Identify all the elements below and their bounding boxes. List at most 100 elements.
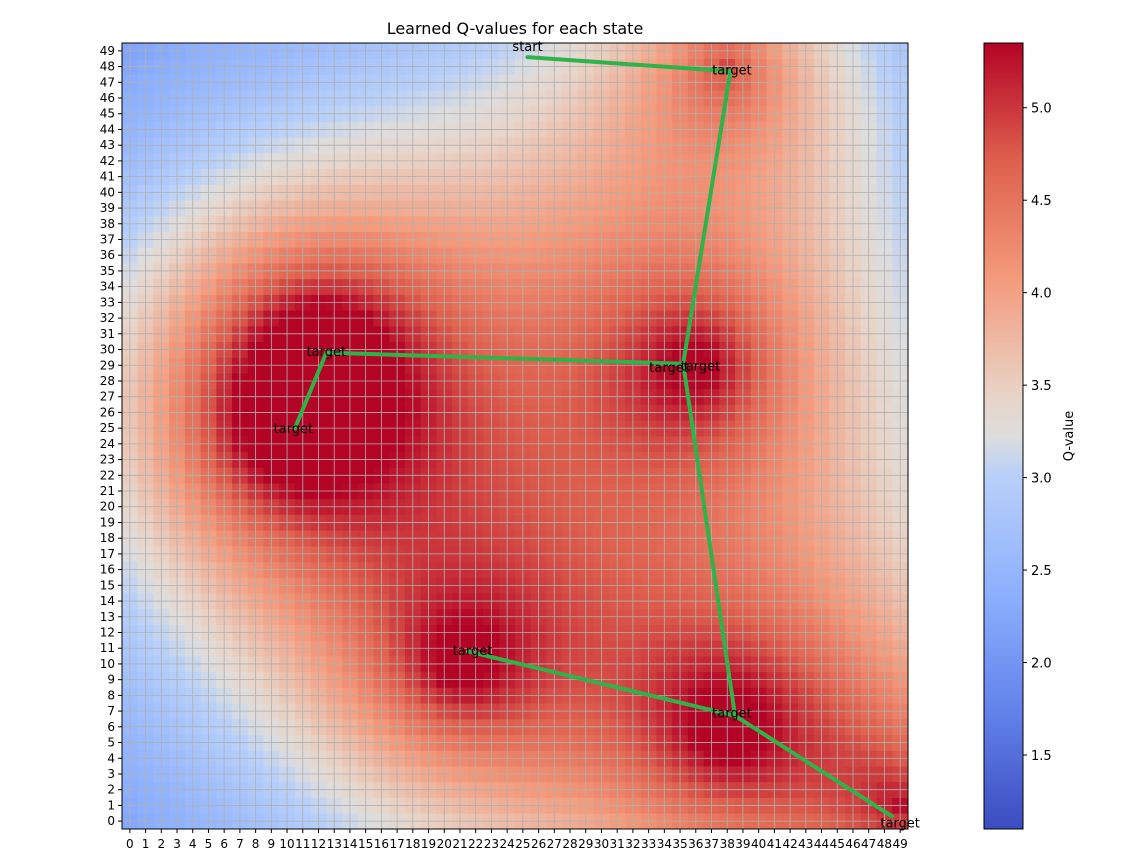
x-tick-label: 23 — [484, 837, 499, 851]
x-tick-label: 2 — [157, 837, 165, 851]
y-tick-label: 33 — [100, 295, 115, 309]
grid-lines — [122, 43, 908, 829]
x-tick-label: 35 — [672, 837, 687, 851]
y-tick-label: 40 — [100, 185, 115, 199]
plot-frame — [121, 42, 909, 830]
x-tick-label: 10 — [279, 837, 294, 851]
x-tick-label: 7 — [236, 837, 244, 851]
x-tick-label: 5 — [205, 837, 213, 851]
x-tick-label: 44 — [814, 837, 829, 851]
start-label: start — [512, 40, 542, 55]
x-tick-label: 39 — [735, 837, 750, 851]
path-annotations: starttargettargettargettargettargettarge… — [274, 40, 920, 832]
colorbar-tick-label: 2.0 — [1031, 657, 1052, 672]
x-tick-label: 47 — [861, 837, 876, 851]
colorbar-ticks: 1.5 2.0 2.5 3.0 3.5 4.0 4.5 5.0 — [1023, 102, 1052, 764]
y-tick-label: 26 — [100, 405, 115, 419]
y-tick-label: 8 — [107, 688, 115, 702]
y-tick-label: 21 — [100, 484, 115, 498]
x-tick-label: 41 — [767, 837, 782, 851]
y-tick-label: 15 — [100, 578, 115, 592]
colorbar-tick-label: 2.5 — [1031, 564, 1052, 579]
y-tick-label: 3 — [107, 767, 115, 781]
target-label: target — [453, 644, 493, 659]
y-tick-label: 49 — [100, 44, 115, 58]
y-tick-label: 34 — [100, 280, 115, 294]
x-tick-label: 46 — [845, 837, 860, 851]
x-tick-label: 6 — [220, 837, 228, 851]
x-tick-label: 38 — [720, 837, 735, 851]
x-tick-label: 49 — [892, 837, 907, 851]
y-tick-label: 23 — [100, 453, 115, 467]
x-tick-label: 18 — [405, 837, 420, 851]
colorbar-tick-label: 5.0 — [1031, 102, 1052, 117]
agent-path-line — [292, 55, 895, 819]
y-tick-label: 39 — [100, 201, 115, 215]
y-tick-label: 13 — [100, 610, 115, 624]
x-tick-label: 4 — [189, 837, 197, 851]
y-tick-label: 45 — [100, 107, 115, 121]
y-tick-label: 32 — [100, 311, 115, 325]
y-tick-label: 46 — [100, 91, 115, 105]
x-tick-label: 14 — [342, 837, 357, 851]
x-tick-label: 42 — [782, 837, 797, 851]
y-tick-label: 0 — [107, 814, 115, 828]
x-tick-label: 0 — [126, 837, 134, 851]
y-tick-label: 5 — [107, 736, 115, 750]
y-tick-label: 30 — [100, 343, 115, 357]
x-tick-label: 29 — [578, 837, 593, 851]
colorbar-label: Q-value — [1062, 411, 1077, 461]
x-tick-label: 36 — [688, 837, 703, 851]
x-tick-label: 48 — [877, 837, 892, 851]
x-tick-label: 9 — [268, 837, 276, 851]
y-tick-label: 7 — [107, 704, 115, 718]
y-tick-label: 16 — [100, 563, 115, 577]
y-tick-label: 48 — [100, 60, 115, 74]
x-tick-label: 45 — [830, 837, 845, 851]
y-tick-label: 41 — [100, 170, 115, 184]
target-label: target — [712, 64, 752, 79]
x-tick-label: 37 — [704, 837, 719, 851]
y-tick-label: 42 — [100, 154, 115, 168]
colorbar-tick-label: 3.5 — [1031, 379, 1052, 394]
x-tick-label: 40 — [751, 837, 766, 851]
y-tick-label: 2 — [107, 783, 115, 797]
x-tick-label: 11 — [295, 837, 310, 851]
x-tick-label: 3 — [173, 837, 181, 851]
y-tick-label: 4 — [107, 751, 115, 765]
x-tick-label: 30 — [594, 837, 609, 851]
target-label: target — [681, 359, 721, 374]
x-tick-label: 15 — [358, 837, 373, 851]
target-label: target — [307, 345, 347, 360]
y-tick-label: 18 — [100, 531, 115, 545]
chart-title: Learned Q-values for each state — [387, 19, 644, 38]
x-tick-label: 26 — [531, 837, 546, 851]
x-tick-label: 12 — [311, 837, 326, 851]
y-tick-label: 12 — [100, 626, 115, 640]
y-tick-label: 20 — [100, 500, 115, 514]
y-tick-label: 28 — [100, 374, 115, 388]
x-tick-label: 16 — [374, 837, 389, 851]
x-tick-label: 33 — [641, 837, 656, 851]
colorbar: 1.5 2.0 2.5 3.0 3.5 4.0 4.5 5.0 Q-value — [983, 42, 1077, 830]
x-tick-label: 21 — [452, 837, 467, 851]
y-tick-label: 44 — [100, 122, 115, 136]
y-tick-label: 25 — [100, 421, 115, 435]
x-tick-label: 32 — [625, 837, 640, 851]
y-tick-label: 29 — [100, 358, 115, 372]
x-axis-ticks: 0 1 2 3 4 5 6 7 8 9 10 11 12 13 14 15 16 17 18 19 20 21 22 23 24… — [126, 829, 908, 851]
y-tick-label: 10 — [100, 657, 115, 671]
target-label: target — [712, 707, 752, 722]
y-tick-label: 19 — [100, 515, 115, 529]
x-tick-label: 34 — [657, 837, 672, 851]
x-tick-label: 43 — [798, 837, 813, 851]
x-tick-label: 22 — [468, 837, 483, 851]
colorbar-tick-label: 3.0 — [1031, 472, 1052, 487]
y-tick-label: 24 — [100, 437, 115, 451]
x-tick-label: 27 — [547, 837, 562, 851]
y-tick-label: 47 — [100, 75, 115, 89]
y-tick-label: 9 — [107, 673, 115, 687]
colorbar-tick-label: 4.5 — [1031, 194, 1052, 209]
x-tick-label: 8 — [252, 837, 260, 851]
